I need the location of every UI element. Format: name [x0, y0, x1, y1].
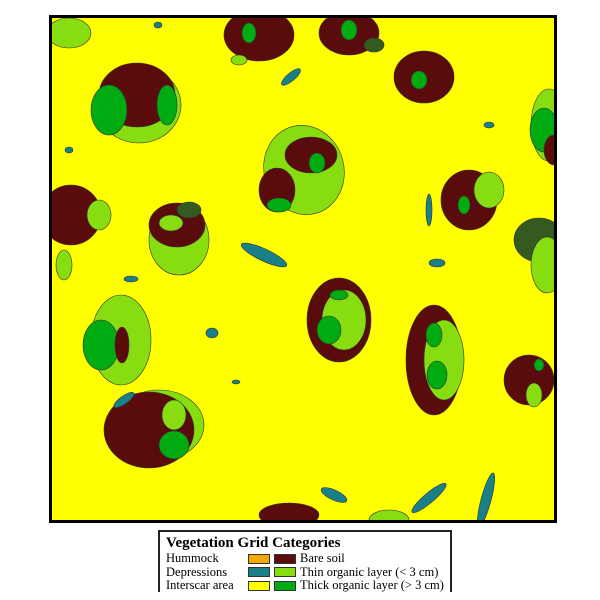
swatch-thick-organic [274, 580, 296, 591]
thick-patch [410, 70, 428, 90]
depression-patch [281, 68, 301, 86]
legend-row: Interscar area Thick organic layer (> 3 … [166, 578, 444, 593]
thick-patch [329, 289, 349, 301]
dark-vegetation-patch [176, 201, 202, 219]
legend-row: Hummock Bare soil [166, 551, 444, 566]
legend-label-hummock: Hummock [166, 551, 219, 565]
legend-label-thin-organic: Thin organic layer (< 3 cm) [300, 564, 439, 579]
depression-patch [425, 193, 433, 227]
depression-patch [240, 242, 288, 268]
depression-patch [113, 392, 135, 408]
legend: Vegetation Grid Categories Hummock Bare … [158, 530, 452, 592]
legend-title: Vegetation Grid Categories [166, 535, 341, 551]
thick-patch [308, 152, 326, 174]
thick-patch [340, 19, 358, 41]
depression-patch [231, 379, 241, 385]
legend-label-thick-organic: Thick organic layer (> 3 cm) [300, 578, 444, 592]
thick-patch [158, 430, 190, 460]
thin-patch [86, 199, 112, 231]
thick-patch [90, 84, 128, 136]
legend-label-bare-soil: Bare soil [300, 551, 345, 565]
swatch-bare-soil [274, 553, 296, 564]
depression-patch [153, 21, 163, 29]
legend-row: Depressions Thin organic layer (< 3 cm) [166, 564, 444, 580]
depression-patch [123, 275, 139, 283]
vegetation-map [49, 15, 557, 523]
map-frame [49, 15, 557, 523]
thick-patch [457, 195, 471, 215]
thick-patch [533, 358, 545, 372]
swatch-depressions [248, 567, 270, 578]
thick-patch [425, 322, 443, 348]
depression-patch [205, 327, 219, 339]
dark-vegetation-patch [363, 37, 385, 53]
thin-patch [230, 54, 248, 66]
thick-patch [241, 22, 257, 44]
thick-patch [156, 84, 178, 126]
thin-patch [158, 214, 184, 232]
bare-soil-patch [114, 326, 130, 364]
thin-patch [525, 382, 543, 408]
swatch-hummock [248, 553, 270, 564]
swatch-interscar [248, 580, 270, 591]
depression-patch [476, 472, 496, 523]
thick-patch [426, 360, 448, 390]
bare-soil-patch [258, 502, 320, 523]
depression-patch [428, 258, 446, 268]
depression-patch [483, 121, 495, 129]
depression-patch [64, 146, 74, 154]
thick-patch [266, 197, 292, 213]
bare-soil-patch [223, 15, 295, 62]
thin-patch [55, 249, 73, 281]
thin-patch [473, 171, 505, 209]
depression-patch [411, 483, 447, 513]
thick-patch [82, 319, 120, 371]
thin-patch [161, 399, 187, 431]
legend-label-interscar: Interscar area [166, 578, 234, 592]
thick-patch [316, 315, 342, 345]
legend-label-depressions: Depressions [166, 564, 228, 579]
depression-patch [320, 487, 348, 503]
swatch-thin-organic [274, 567, 296, 578]
thin-patch [49, 17, 92, 49]
thin-patch [530, 236, 557, 294]
